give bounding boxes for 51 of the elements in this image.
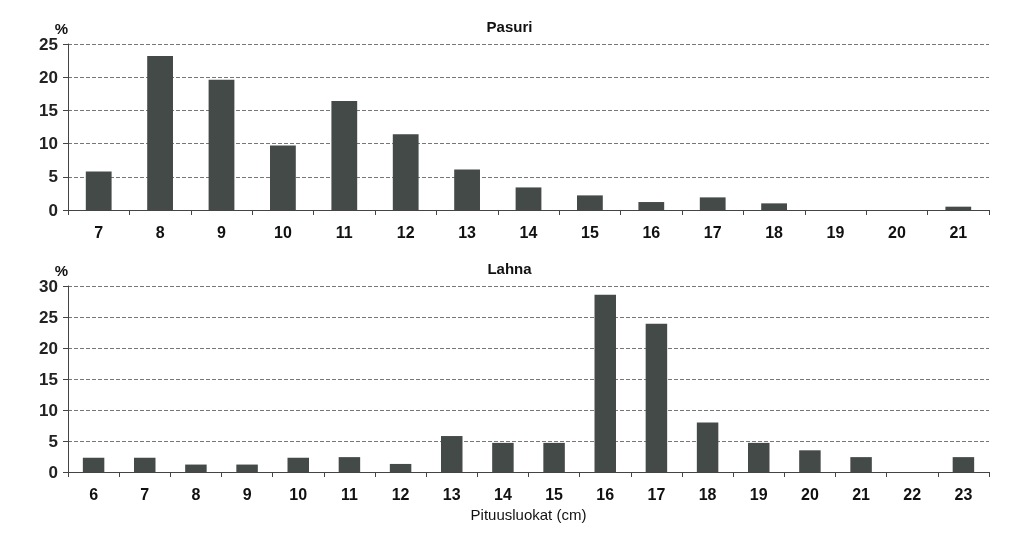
y-tick-label: 20 (39, 67, 58, 87)
x-tick-label: 17 (703, 223, 722, 241)
x-tick-label: 17 (647, 485, 666, 503)
y-tick-label: 10 (39, 134, 58, 154)
y-tick-label: 5 (48, 167, 58, 187)
x-tick-label: 15 (581, 223, 599, 241)
x-axis-title: Pituusluokat (cm) (470, 505, 587, 523)
x-tick-label: 12 (396, 223, 415, 241)
y-tick-label: 0 (48, 200, 58, 220)
x-tick-label: 7 (140, 485, 150, 503)
x-tick-label: 20 (801, 485, 819, 503)
y-tick-label: 5 (48, 431, 58, 451)
y-tick-label: 10 (39, 400, 58, 420)
x-tick-label: 22 (903, 485, 922, 503)
x-tick-label: 15 (545, 485, 564, 503)
x-tick-label: 14 (519, 223, 538, 241)
x-tick-label: 11 (340, 485, 358, 503)
x-tick-label: 16 (642, 223, 661, 241)
y-tick-label: 15 (39, 100, 58, 120)
x-tick-label: 6 (89, 485, 99, 503)
x-tick-label: 19 (749, 485, 768, 503)
x-tick-label: 13 (442, 485, 461, 503)
y-tick-label: 0 (48, 462, 58, 482)
y-tick-label: 25 (39, 34, 58, 54)
x-tick-label: 7 (94, 223, 104, 241)
y-tick-label: 25 (39, 307, 58, 327)
y-tick-label: 30 (39, 276, 58, 296)
chart-title: Pasuri (486, 18, 533, 35)
x-tick-label: 23 (954, 485, 973, 503)
x-tick-label: 12 (391, 485, 410, 503)
y-tick-label: 20 (39, 338, 58, 358)
chart-title: Lahna (487, 260, 533, 277)
y-tick-label: 15 (39, 369, 58, 389)
x-tick-label: 9 (217, 223, 227, 241)
x-tick-label: 20 (888, 223, 906, 241)
x-tick-label: 9 (242, 485, 252, 503)
x-tick-label: 16 (596, 485, 615, 503)
x-tick-label: 21 (949, 223, 968, 241)
x-tick-label: 18 (765, 223, 784, 241)
x-tick-label: 18 (698, 485, 717, 503)
x-tick-label: 13 (458, 223, 477, 241)
x-tick-label: 11 (335, 223, 353, 241)
x-tick-label: 21 (852, 485, 871, 503)
y-axis-title: % (54, 19, 68, 37)
x-tick-label: 8 (155, 223, 165, 241)
x-tick-label: 8 (191, 485, 201, 503)
x-tick-label: 14 (494, 485, 512, 503)
x-tick-label: 10 (289, 485, 308, 503)
y-axis-title: % (54, 261, 68, 279)
x-tick-label: 10 (274, 223, 292, 241)
x-tick-label: 19 (826, 223, 845, 241)
